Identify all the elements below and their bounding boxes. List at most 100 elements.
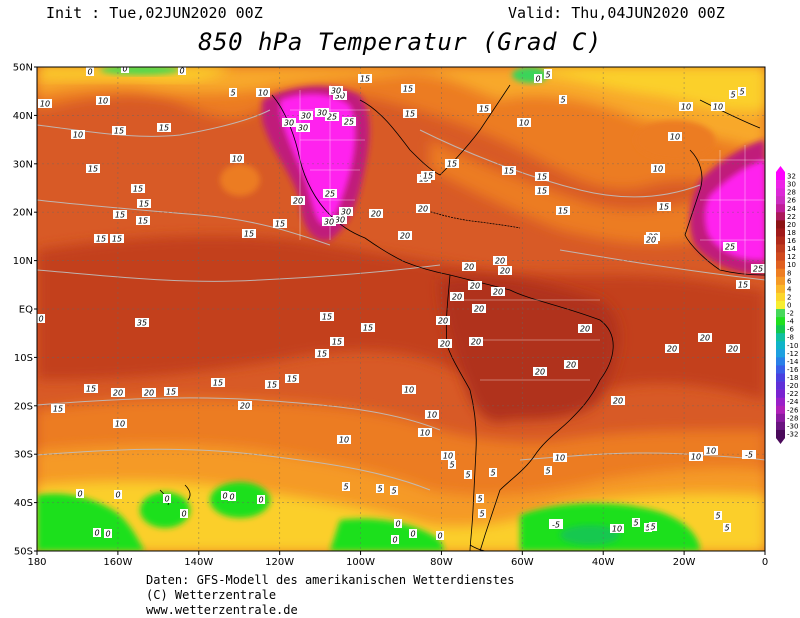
contour-label-bg <box>409 529 417 538</box>
contour-label-text: 10 <box>115 420 125 429</box>
lat-label: 40N <box>13 111 33 122</box>
contour-label: 15 <box>86 164 100 174</box>
contour-label: -5 <box>549 520 563 530</box>
contour-label-text: 20 <box>438 317 448 326</box>
contour-label-bg <box>535 186 549 195</box>
contour-label-text: 5 <box>391 487 396 496</box>
contour-label-bg <box>211 378 225 387</box>
contour-label-text: 15 <box>504 167 514 176</box>
colorbar-label: -12 <box>787 350 798 358</box>
colorbar-swatch <box>776 429 785 439</box>
contour-label-text: 30 <box>284 119 294 128</box>
contour-label: 25 <box>325 112 339 122</box>
contour-label: 20 <box>450 292 464 302</box>
lat-label: 30S <box>14 450 33 461</box>
colorbar-swatch <box>776 284 785 294</box>
contour-label-text: 10 <box>40 100 50 109</box>
contour-label-bg <box>549 520 563 529</box>
contour-label-bg <box>142 388 156 397</box>
colorbar-swatch <box>776 212 785 221</box>
contour-label-text: 10 <box>98 97 108 106</box>
contour-label-bg <box>657 202 671 211</box>
contour-label-text: 0 <box>222 492 227 501</box>
contour-label-bg <box>137 199 151 208</box>
contour-label-bg <box>450 292 464 301</box>
contour-label-bg <box>502 166 516 175</box>
contour-label: 25 <box>323 189 337 199</box>
contour-label-bg <box>96 96 110 105</box>
contour-label: 0 <box>180 509 188 519</box>
contour-label: 5 <box>544 70 552 80</box>
contour-label-text: 20 <box>400 232 410 241</box>
lat-label: 20S <box>14 401 33 412</box>
contour-label-bg <box>135 318 149 327</box>
contour-label-bg <box>477 104 491 113</box>
contour-label-bg <box>93 528 101 537</box>
contour-label-bg <box>476 494 484 503</box>
contour-label-bg <box>679 102 693 111</box>
contour-label-text: 15 <box>287 375 297 384</box>
contour-label-bg <box>544 70 552 79</box>
lon-label: 40W <box>592 557 615 568</box>
colorbar-label: 16 <box>787 237 796 245</box>
contour-label-text: 0 <box>38 315 43 324</box>
contour-label-text: 15 <box>738 281 748 290</box>
contour-label: 20 <box>436 316 450 326</box>
contour-label: 15 <box>84 384 98 394</box>
contour-label-bg <box>299 111 313 120</box>
contour-label-bg <box>322 217 336 226</box>
contour-label-text: 15 <box>479 105 489 114</box>
contour-label-bg <box>723 242 737 251</box>
contour-label-text: 15 <box>96 235 106 244</box>
contour-label-text: 15 <box>322 313 332 322</box>
contour-label-text: 25 <box>344 118 354 127</box>
contour-label-bg <box>339 207 353 216</box>
colorbar-swatch <box>776 292 785 302</box>
contour-label-text: 20 <box>580 325 590 334</box>
valid-time: Valid: Thu,04JUN2020 00Z <box>508 4 725 22</box>
colorbar-swatch <box>776 357 785 366</box>
contour-label-text: 10 <box>519 119 529 128</box>
contour-label-bg <box>291 196 305 205</box>
colorbar-label: -26 <box>787 406 799 414</box>
contour-label-bg <box>114 490 122 499</box>
contour-label-text: 0 <box>115 491 120 500</box>
contour-label: 10 <box>679 102 693 112</box>
contour-label: 15 <box>136 216 150 226</box>
contour-label-bg <box>361 323 375 332</box>
contour-label: 5 <box>714 511 722 521</box>
colorbar-label: 4 <box>787 285 792 293</box>
contour-label-text: 5 <box>490 469 495 478</box>
contour-label-text: 0 <box>437 532 442 541</box>
colorbar-label: -32 <box>787 430 798 438</box>
colorbar-label: -6 <box>787 326 795 334</box>
colorbar-swatch <box>776 300 785 310</box>
contour-label-bg <box>729 90 737 99</box>
field-green-sw <box>37 493 145 551</box>
contour-label-text: 5 <box>633 519 638 528</box>
contour-label: 30 <box>329 86 343 96</box>
contour-label-text: 15 <box>558 207 568 216</box>
contour-label-bg <box>285 374 299 383</box>
contour-label-text: 0 <box>535 75 540 84</box>
contour-label: 15 <box>157 123 171 133</box>
contour-label-text: 30 <box>335 216 345 225</box>
contour-label: 5 <box>723 523 731 533</box>
contour-label-bg <box>342 482 350 491</box>
contour-label-bg <box>751 264 765 273</box>
contour-label-bg <box>164 387 178 396</box>
contour-label: 0 <box>76 489 84 499</box>
contour-label-text: 5 <box>560 96 565 105</box>
contour-label-text: 10 <box>691 453 701 462</box>
contour-label: 5 <box>229 88 237 98</box>
contour-label-bg <box>51 404 65 413</box>
contour-label-text: 15 <box>447 160 457 169</box>
contour-label-bg <box>131 184 145 193</box>
contour-label-bg <box>448 460 456 469</box>
contour-label-text: 20 <box>700 334 710 343</box>
contour-label-text: 0 <box>181 510 186 519</box>
contour-label-bg <box>38 99 52 108</box>
contour-label-text: 20 <box>418 205 428 214</box>
contour-label-text: 15 <box>423 172 433 181</box>
contour-label-text: 30 <box>324 218 334 227</box>
